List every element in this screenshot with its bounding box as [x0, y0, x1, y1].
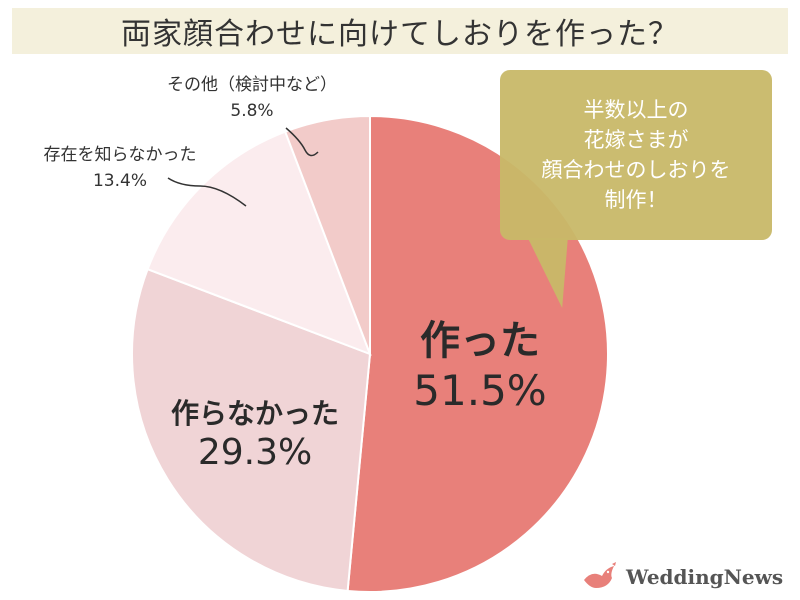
dove-icon [584, 562, 616, 588]
brand-logo[interactable]: WeddingNews [582, 562, 783, 592]
callout-line: 花嫁さまが [583, 128, 689, 152]
leader-line-unknown [167, 177, 247, 207]
callout-line: 半数以上の [583, 98, 689, 122]
value-label: 5.8% [230, 101, 274, 121]
title-bar: 両家顔合わせに向けてしおりを作った？ [12, 8, 788, 54]
slice-label-not-made: 作らなかった 29.3% [150, 392, 360, 473]
slice-other [283, 114, 371, 355]
slice-label-other: その他（検討中など） 5.8% [142, 72, 362, 124]
slice-label-made: 作った 51.5% [405, 308, 555, 415]
value-label: 29.3% [197, 432, 313, 473]
category-label: その他（検討中など） [167, 75, 337, 95]
chart-title: 両家顔合わせに向けてしおりを作った？ [121, 17, 679, 52]
leader-line-other [285, 127, 319, 157]
slice-not-made [131, 267, 372, 593]
logo-text: WeddingNews [626, 565, 784, 589]
slice-label-unknown: 存在を知らなかった 13.4% [20, 142, 220, 194]
category-label: 作った [420, 318, 540, 364]
callout-line: 制作！ [604, 188, 668, 212]
value-label: 13.4% [92, 171, 147, 191]
callout-line: 顔合わせのしおりを [541, 158, 731, 182]
callout-box: 半数以上の 花嫁さまが 顔合わせのしおりを 制作！ [500, 70, 772, 240]
value-label: 51.5% [413, 366, 547, 415]
category-label: 存在を知らなかった [43, 145, 197, 165]
category-label: 作らなかった [170, 397, 339, 430]
